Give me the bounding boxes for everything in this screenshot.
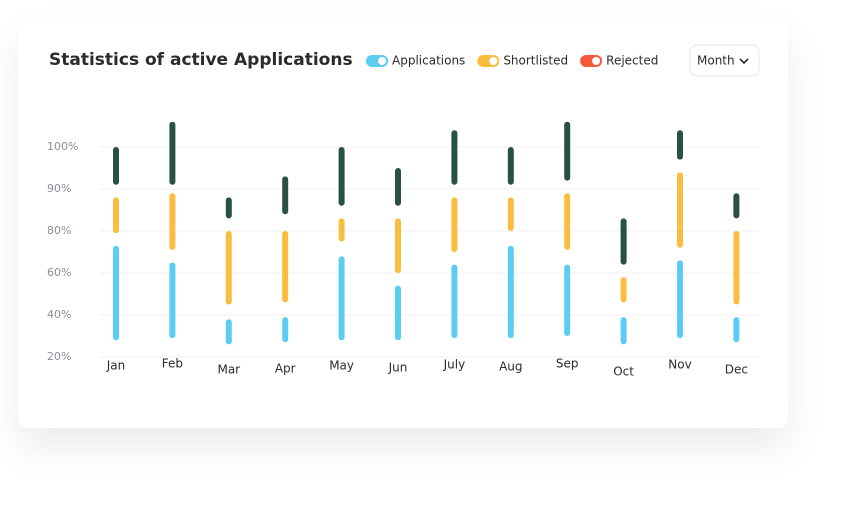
y-tick-label: 100% — [47, 140, 78, 153]
x-tick-label: Sep — [556, 357, 579, 371]
legend-label[interactable]: Rejected — [606, 54, 658, 68]
toggle-knob — [489, 57, 498, 65]
legend-label[interactable]: Applications — [392, 54, 465, 68]
x-tick-label: Jun — [388, 361, 408, 375]
range-bar — [677, 260, 683, 339]
range-bar — [451, 197, 458, 252]
range-bar — [733, 231, 740, 305]
y-tick-label: 20% — [47, 350, 71, 363]
legend-label[interactable]: Shortlisted — [503, 54, 568, 68]
range-bar — [169, 262, 176, 339]
dropdown-label[interactable]: Month — [697, 54, 735, 68]
range-bar — [282, 231, 289, 303]
range-bar — [338, 147, 345, 206]
x-tick-label: Jan — [106, 359, 126, 373]
range-bar — [225, 197, 232, 219]
x-tick-label: July — [443, 358, 466, 372]
x-tick-label: Dec — [725, 363, 748, 377]
range-bar — [338, 218, 345, 242]
x-tick-label: Apr — [275, 362, 296, 376]
range-bar — [620, 277, 627, 303]
range-bar — [451, 130, 458, 185]
dropdown[interactable]: Month — [689, 44, 760, 77]
y-tick-label: 40% — [47, 308, 71, 321]
range-bar — [507, 197, 514, 231]
y-tick-label: 80% — [47, 224, 71, 237]
chart-title: Statistics of active Applications — [49, 50, 353, 70]
range-bar — [338, 256, 345, 341]
range-bar — [507, 245, 514, 339]
range-bar — [282, 317, 289, 343]
range-bar — [395, 285, 401, 341]
range-bar — [733, 317, 740, 343]
x-tick-label: Nov — [668, 358, 691, 372]
x-tick-label: Aug — [499, 360, 522, 374]
range-bar — [564, 264, 571, 336]
card — [18, 18, 788, 428]
x-tick-label: Mar — [217, 363, 240, 377]
range-bar — [169, 193, 176, 250]
range-bar — [395, 168, 401, 206]
range-bar — [113, 245, 119, 341]
range-bar — [564, 193, 571, 250]
range-bar — [282, 176, 289, 215]
range-bar — [113, 197, 119, 234]
range-bar — [733, 193, 740, 219]
y-tick-label: 90% — [47, 182, 71, 195]
range-bar — [620, 218, 627, 265]
range-bar — [677, 172, 683, 248]
range-bar — [451, 264, 458, 339]
range-bar — [507, 147, 514, 185]
range-bar — [620, 317, 627, 345]
toggle-knob — [592, 57, 601, 65]
y-tick-label: 60% — [47, 266, 71, 279]
x-tick-label: Feb — [162, 357, 183, 371]
x-tick-label: May — [329, 359, 354, 373]
dropdown-box[interactable] — [689, 44, 760, 77]
range-bar — [564, 121, 571, 181]
range-bar — [225, 231, 232, 305]
range-bar — [169, 121, 176, 185]
range-bar — [677, 130, 683, 160]
range-bar — [113, 147, 119, 185]
chevron — [739, 58, 749, 65]
range-bar — [225, 319, 232, 345]
x-tick-label: Oct — [613, 365, 634, 379]
toggle-knob — [378, 57, 386, 65]
range-bar — [395, 218, 401, 273]
